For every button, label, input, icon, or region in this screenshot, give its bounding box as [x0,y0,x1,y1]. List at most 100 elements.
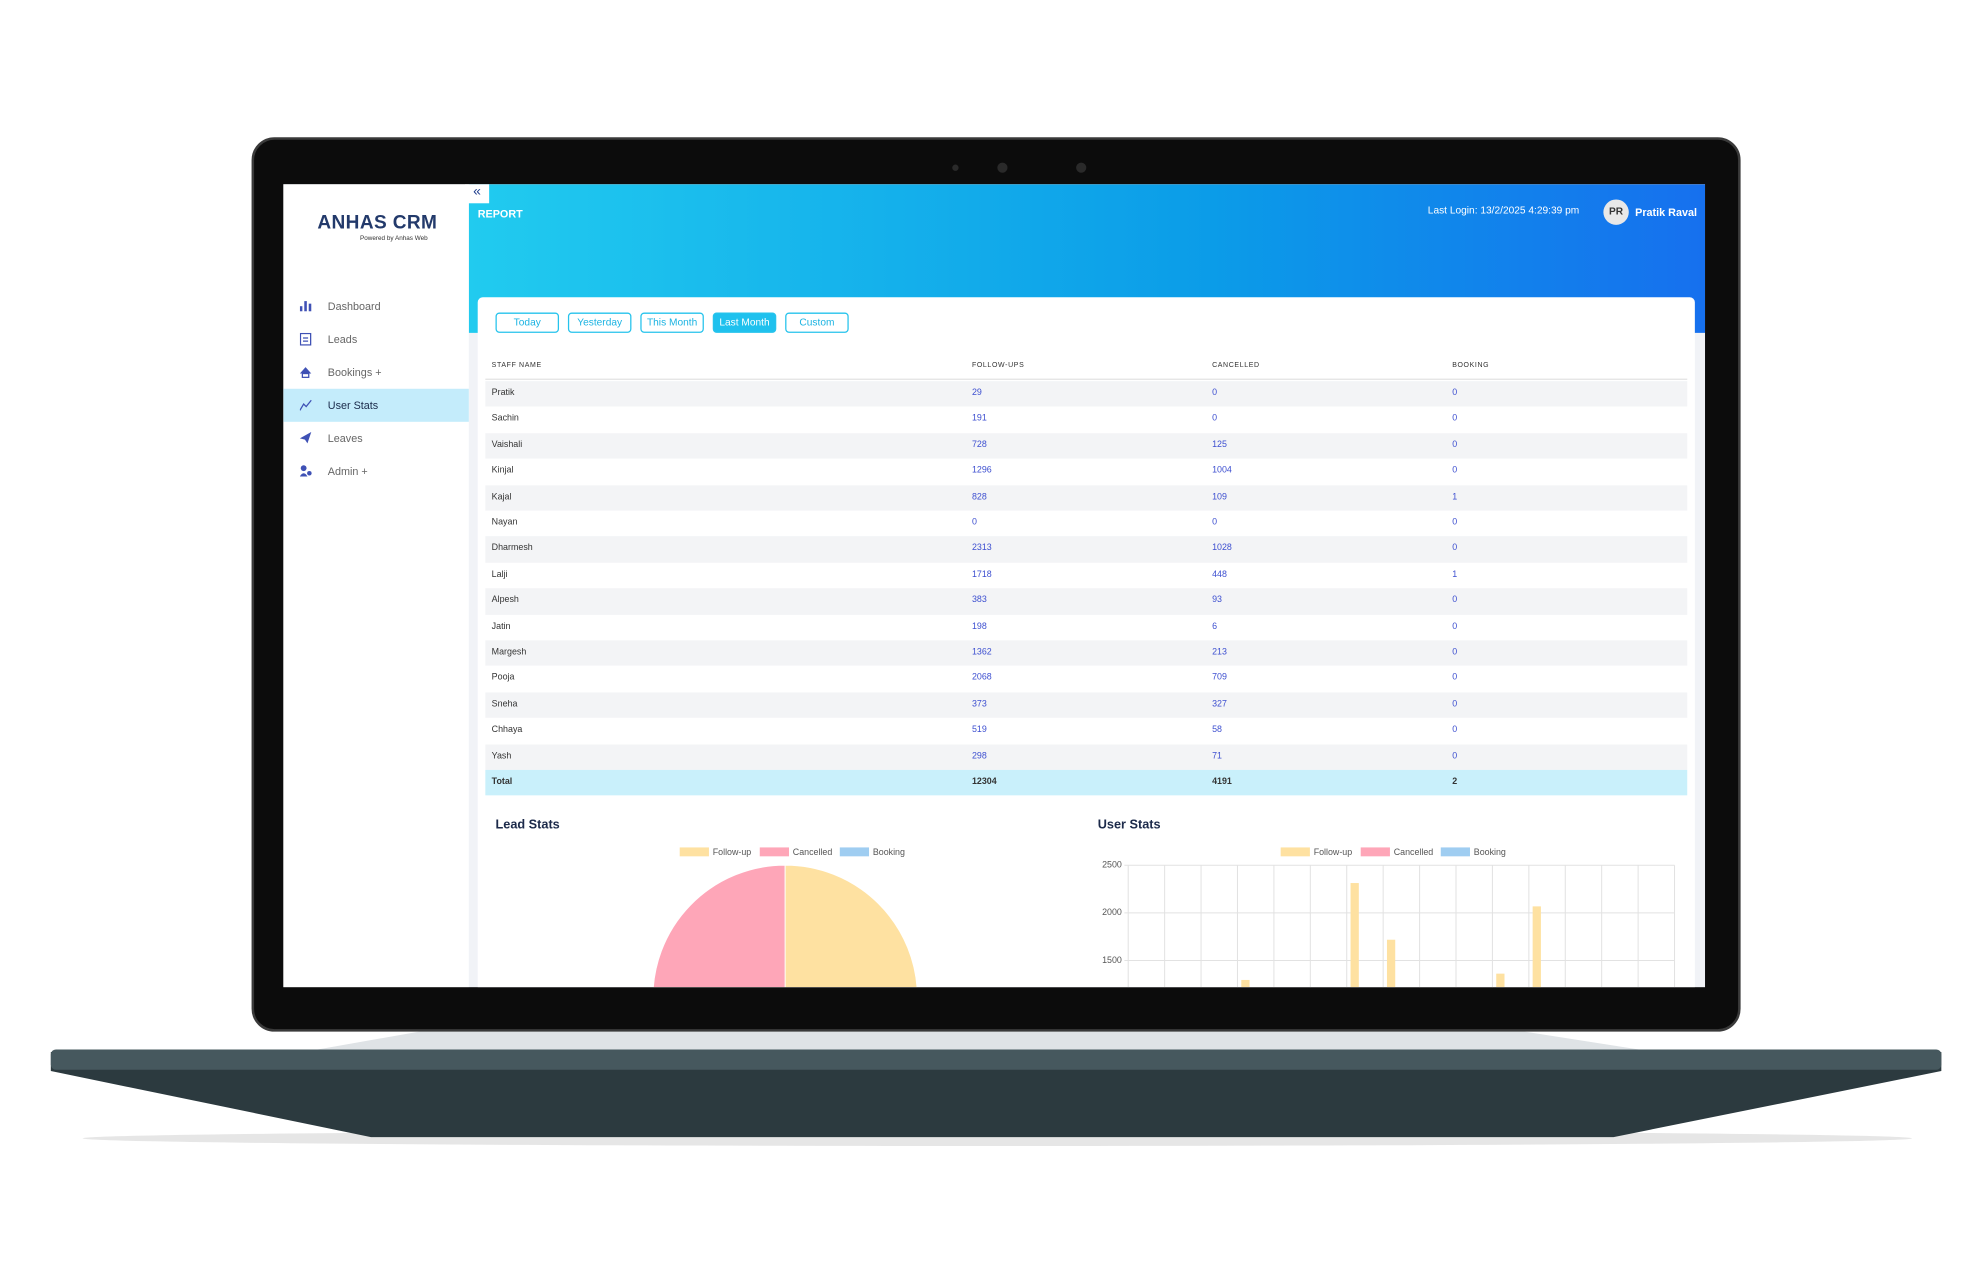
nav-item[interactable]: Leads [283,323,468,356]
nav-item[interactable]: Leaves [283,422,468,455]
column-header: FOLLOW-UPS [971,362,1025,370]
cell-number: 29 [971,388,982,398]
cell-number: 1 [1452,570,1458,580]
cell-number: 1 [1452,492,1458,502]
table-row: Dharmesh 2313 1028 0 [485,536,1688,563]
table-row: Alpesh 383 93 0 [485,588,1688,615]
cell-number: 1718 [971,570,992,580]
cell-number: 0 [1452,466,1458,476]
cell-number: 383 [971,596,987,606]
cell-number: 828 [971,492,987,502]
nav-icon [299,367,312,378]
brand: ANHAS CRM [317,212,438,234]
cell-number: 0 [1452,647,1458,657]
cell-number: 0 [1452,751,1458,761]
nav-icon [299,431,312,444]
cell-number: 728 [971,440,987,450]
nav-item[interactable]: Admin + [283,455,468,488]
cell-number: 0 [1212,388,1218,398]
table-row: Pooja 2068 709 0 [485,666,1688,693]
filter-button[interactable]: This Month [640,312,704,333]
nav-icon [299,465,312,477]
table-row: Jatin 198 6 0 [485,614,1688,641]
charts: Follow-up Cancelled Booking Follow-up Cancel… [653,847,1676,988]
cell-number: 0 [1452,414,1458,424]
cell-name: Pooja [491,673,515,683]
cell-number: 213 [1212,647,1227,657]
legend-swatch [1440,847,1470,857]
bar [1496,973,1505,988]
total-cell: Total [491,777,513,787]
cell-name: Jatin [491,622,511,631]
tagline: Powered by Anhas Web [360,235,428,243]
table-row: Yash 298 71 0 [485,744,1688,770]
camera [952,162,1087,173]
cell-name: Sachin [491,414,519,424]
chart-title: User Stats [1097,818,1161,833]
pie-slice [653,864,786,988]
cell-number: 709 [1212,673,1227,683]
table-row: Sachin 191 0 0 [485,407,1688,433]
bar [1350,883,1359,988]
filter-button[interactable]: Last Month [712,312,777,333]
nav-label: Bookings + [327,365,382,379]
collapse-button[interactable]: « [465,184,490,204]
cell-name: Dharmesh [491,544,533,554]
filter-button[interactable]: Today [495,312,560,333]
legend-label: Follow-up [713,847,752,857]
cell-number: 125 [1212,440,1227,450]
nav-icon [299,399,312,411]
cell-name: Kinjal [491,466,514,476]
nav-item[interactable]: Bookings + [283,356,468,389]
table-row: Chhaya 519 58 0 [485,718,1688,744]
nav-item[interactable]: Dashboard [283,290,468,323]
legend-label: Booking [1474,847,1506,857]
cell-number: 0 [971,518,977,528]
sidebar: ANHAS CRM Powered by Anhas Web Dashboard… [283,184,469,988]
cell-number: 519 [971,725,987,735]
filter-button[interactable]: Yesterday [567,312,632,333]
y-tick-label: 1500 [1102,955,1122,965]
total-cell: 12304 [971,777,997,787]
cell-number: 109 [1212,492,1227,502]
cell-number: 1362 [971,647,992,657]
cell-name: Margesh [491,647,527,657]
cell-number: 93 [1212,596,1222,606]
cell-name: Kajal [491,492,512,502]
nav-icon [299,301,312,312]
table-row: Sneha 373 327 0 [485,692,1688,719]
total-cell: 2 [1452,777,1458,787]
cell-number: 1028 [1212,544,1232,554]
cell-number: 0 [1452,388,1458,398]
cell-number: 2313 [971,544,992,554]
column-header: CANCELLED [1212,362,1260,370]
legend-swatch [679,847,709,857]
total-row: Total 12304 4191 2 [485,769,1688,796]
cell-number: 373 [971,699,987,709]
table-row: Vaishali 728 125 0 [485,432,1688,459]
avatar[interactable]: PR [1603,199,1629,225]
cell-number: 6 [1212,622,1218,631]
y-tick-label: 2000 [1102,907,1122,917]
table-row: Kinjal 1296 1004 0 [485,458,1688,485]
cell-number: 0 [1212,518,1218,528]
cell-number: 327 [1212,699,1227,709]
legend-swatch [1360,847,1390,857]
cell-number: 2068 [971,673,992,683]
nav-item[interactable]: User Stats [283,388,469,422]
filter-button[interactable]: Custom [785,312,849,333]
legend-label: Cancelled [793,847,833,857]
cell-number: 58 [1212,725,1222,735]
nav-label: Dashboard [327,299,381,313]
column-header: STAFF NAME [491,362,542,370]
legend-label: Cancelled [1394,847,1434,857]
cell-name: Alpesh [491,596,519,606]
user-name[interactable]: Pratik Raval [1635,205,1697,219]
pie-slice [784,864,918,988]
bar [1386,939,1396,988]
cell-name: Yash [491,751,512,761]
nav-label: Admin + [327,465,368,478]
page-title: REPORT [477,207,523,220]
table-row: Kajal 828 109 1 [485,484,1688,511]
